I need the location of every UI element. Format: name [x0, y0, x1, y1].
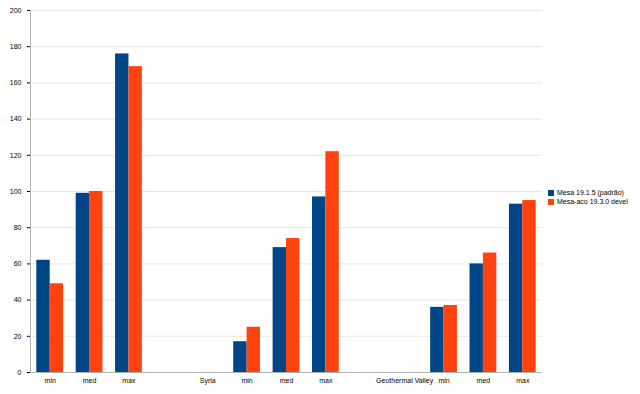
svg-text:min: min	[438, 377, 449, 384]
svg-text:max: max	[122, 377, 136, 384]
svg-text:0: 0	[18, 369, 22, 376]
svg-text:100: 100	[10, 188, 22, 195]
svg-text:med: med	[477, 377, 491, 384]
svg-text:20: 20	[14, 333, 22, 340]
svg-text:120: 120	[10, 152, 22, 159]
svg-text:60: 60	[14, 260, 22, 267]
svg-text:Syria: Syria	[200, 377, 216, 385]
svg-text:Geothermal Valley: Geothermal Valley	[376, 377, 434, 385]
svg-text:med: med	[280, 377, 294, 384]
svg-text:max: max	[319, 377, 333, 384]
svg-text:min: min	[241, 377, 252, 384]
svg-text:160: 160	[10, 79, 22, 86]
svg-text:40: 40	[14, 296, 22, 303]
svg-text:180: 180	[10, 43, 22, 50]
svg-text:200: 200	[10, 7, 22, 14]
svg-text:140: 140	[10, 115, 22, 122]
svg-text:min: min	[45, 377, 56, 384]
svg-text:80: 80	[14, 224, 22, 231]
svg-text:max: max	[516, 377, 530, 384]
html-text:Mesa-aco 19.3.0 devel: Mesa-aco 19.3.0 devel	[557, 198, 628, 205]
svg-text:med: med	[83, 377, 97, 384]
html-text:Mesa 19.1.5 (padrão): Mesa 19.1.5 (padrão)	[557, 189, 624, 196]
